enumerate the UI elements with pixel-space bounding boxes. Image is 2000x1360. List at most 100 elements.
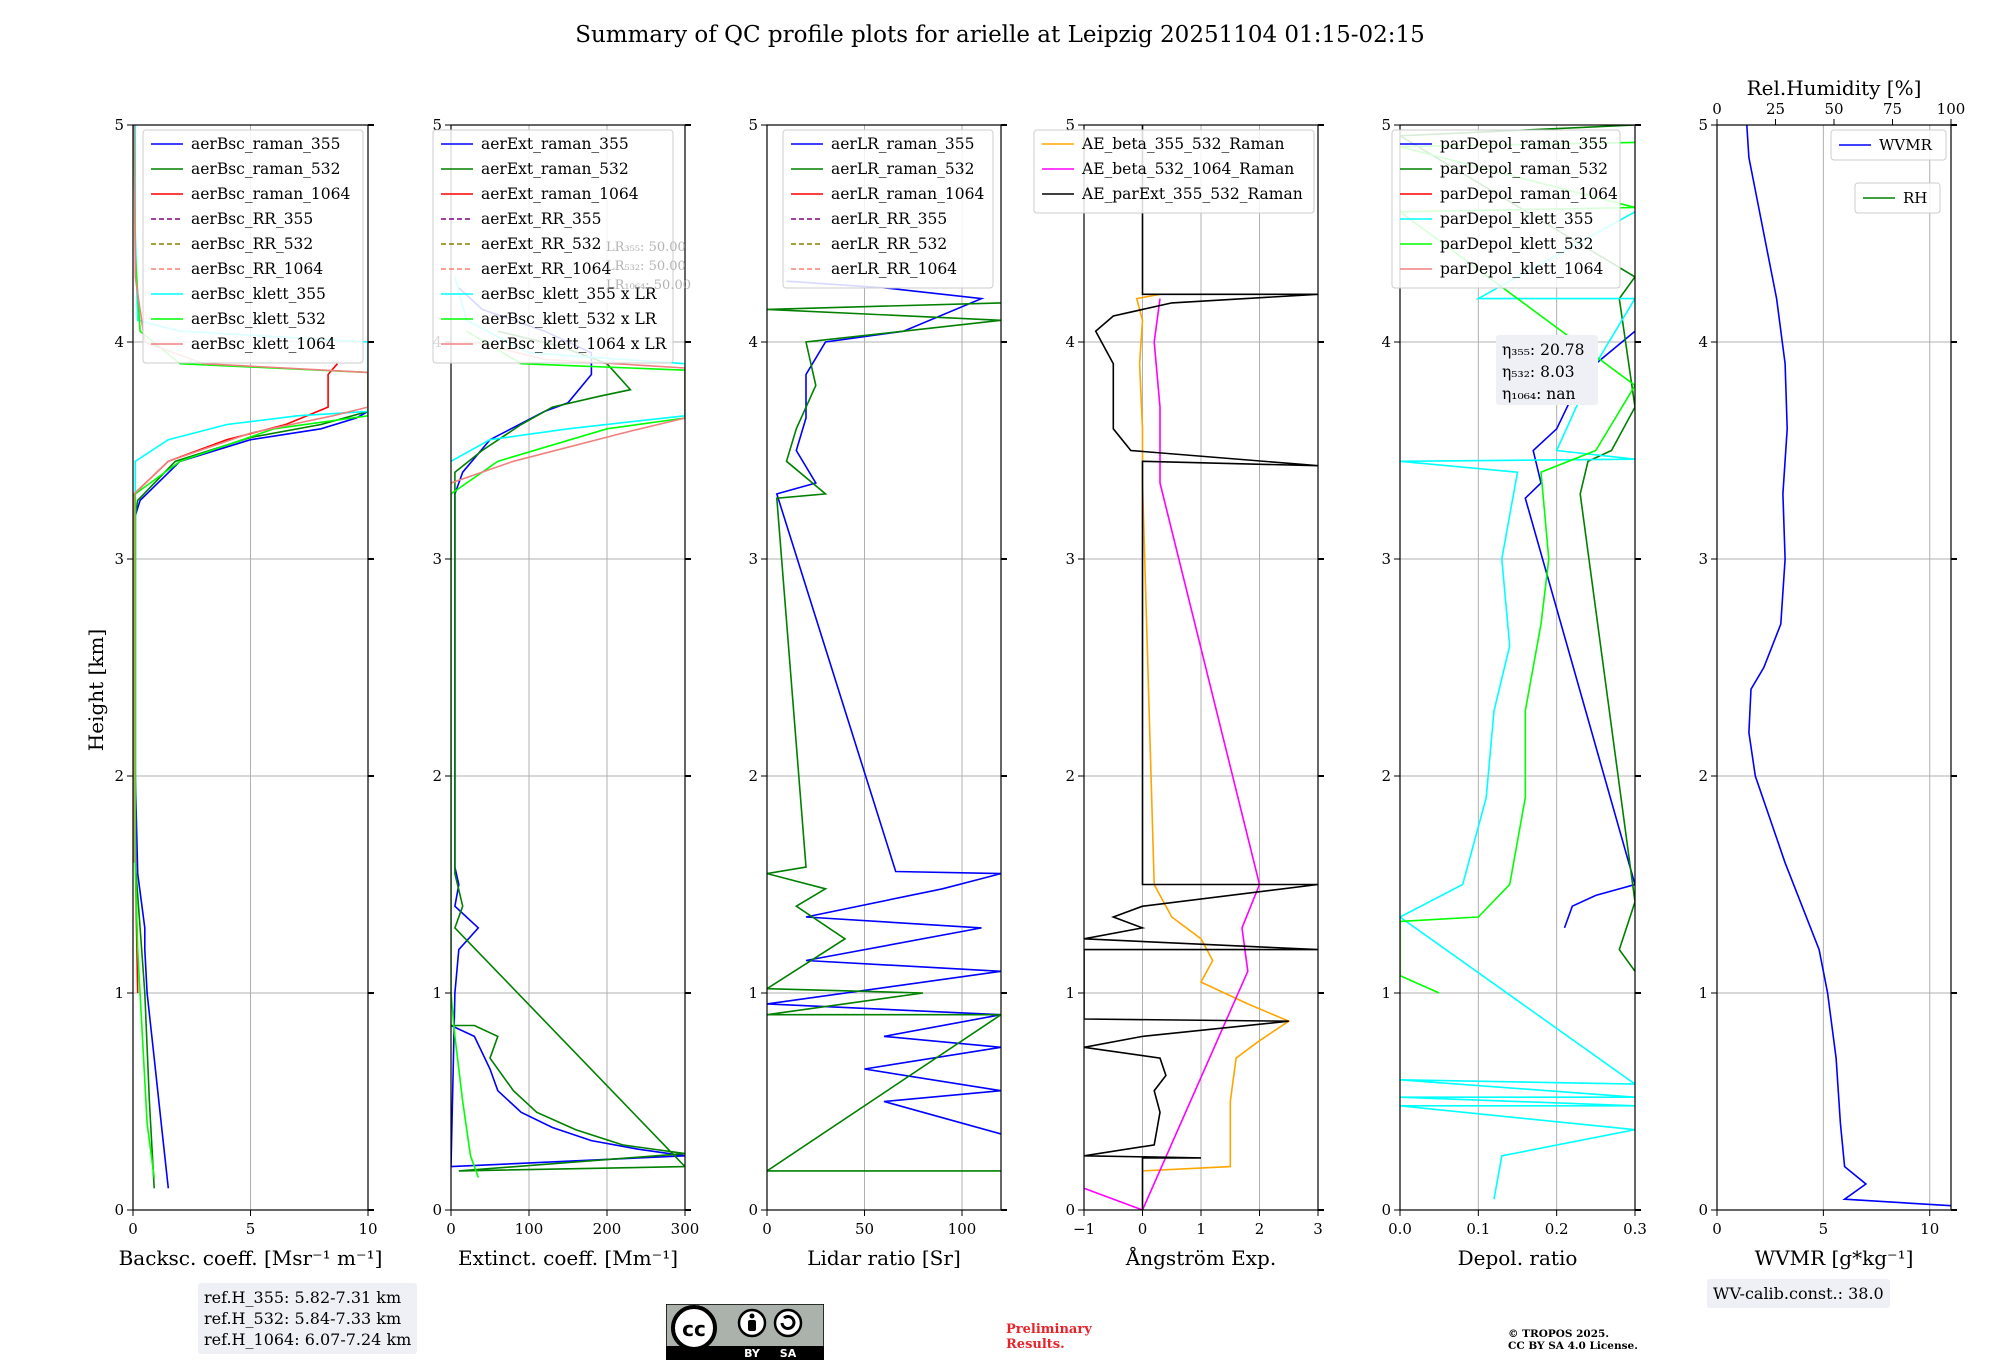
eta-box (1496, 335, 1598, 405)
y-tick-label: 3 (1698, 550, 1708, 568)
legend-entry-label: RH (1903, 189, 1927, 207)
legend-entry-label: aerLR_raman_532 (831, 160, 974, 178)
legend-entry-label: AE_beta_355_532_Raman (1081, 135, 1284, 153)
lidar-ratio-note: LR₃₅₅: 50.00 (606, 240, 686, 255)
legend-wvmr: WVMR (1830, 129, 1947, 161)
legend: aerLR_raman_355 aerLR_raman_532 aerLR_rama… (782, 129, 994, 289)
x-tick-label: 100 (515, 1220, 544, 1238)
y-tick-label: 3 (432, 550, 442, 568)
eta-note: η₁₀₆₄: nan (1502, 385, 1576, 403)
x-tick-label: 0.3 (1623, 1220, 1647, 1238)
x-tick-label: 0.0 (1388, 1220, 1412, 1238)
ref-height-355: ref.H_355: 5.82-7.31 km (204, 1288, 402, 1307)
legend-entry-label: aerLR_raman_355 (831, 135, 974, 153)
legend-entry-label: aerBsc_klett_1064 x LR (481, 335, 668, 353)
x-tick-label: 5 (246, 1220, 256, 1238)
y-tick-label: 3 (1381, 550, 1391, 568)
y-tick-label: 4 (114, 333, 124, 351)
series-line (1524, 330, 1635, 929)
sa-label: SA (780, 1347, 797, 1360)
x-tick-label: 0 (446, 1220, 456, 1238)
legend-entry-label: WVMR (1879, 136, 1933, 154)
legend-entry-label: parDepol_raman_1064 (1440, 185, 1618, 203)
legend-entry-label: AE_beta_532_1064_Raman (1081, 160, 1294, 178)
legend-entry-label: AE_parExt_355_532_Raman (1081, 185, 1303, 203)
legend-frame (142, 129, 364, 364)
y-tick-label: 2 (748, 767, 758, 785)
x-tick-label: 10 (358, 1220, 377, 1238)
x-tick-label: −1 (1073, 1220, 1095, 1238)
y-tick-label: 5 (114, 116, 124, 134)
y-tick-label: 0 (1698, 1201, 1708, 1219)
plot-frame (1399, 124, 1636, 1211)
y-tick-label: 5 (1381, 116, 1391, 134)
x-axis-label: Ångström Exp. (1125, 1245, 1276, 1270)
legend-rh: RH (1854, 182, 1941, 214)
y-axis-label: Height [km] (84, 629, 108, 751)
top-x-tick-label: 50 (1824, 100, 1843, 118)
series-line (1400, 211, 1635, 1200)
legend-entry-label: aerBsc_klett_355 (191, 285, 326, 303)
legend-entry-label: parDepol_raman_532 (1440, 160, 1608, 178)
panel-depolarization: 0 1 2 3 4 5 0.0 0.1 0.2 0.3 Depol. ratio parDepol_r… (1381, 116, 1646, 1270)
y-tick-label: 1 (1698, 984, 1708, 1002)
top-x-tick-label: 25 (1766, 100, 1785, 118)
legend-entry-label: aerLR_RR_355 (831, 210, 947, 228)
legend-entry-label: aerBsc_raman_1064 (191, 185, 351, 203)
legend-frame (1033, 129, 1315, 214)
y-tick-label: 1 (748, 984, 758, 1002)
x-axis-label: WVMR [g*kg⁻¹] (1755, 1246, 1914, 1270)
legend-entry-label: parDepol_klett_355 (1440, 210, 1593, 228)
x-axis-label: Lidar ratio [Sr] (807, 1246, 961, 1270)
legend-entry-label: aerExt_raman_1064 (481, 185, 639, 203)
legend-entry-label: aerBsc_klett_1064 (191, 335, 336, 353)
reference-height-box: ref.H_355: 5.82-7.31 km ref.H_532: 5.84-7… (198, 1283, 418, 1354)
license-line-1: © TROPOS 2025. (1508, 1328, 1610, 1340)
legend: parDepol_raman_355 parDepol_raman_532 parD… (1391, 129, 1621, 289)
y-tick-label: 3 (114, 550, 124, 568)
y-tick-label: 1 (1065, 984, 1075, 1002)
y-tick-label: 3 (748, 550, 758, 568)
legend: AE_beta_355_532_Raman AE_beta_532_1064_Ra… (1033, 129, 1315, 214)
y-tick-label: 1 (1381, 984, 1391, 1002)
legend-entry-label: aerExt_RR_355 (481, 210, 602, 228)
y-tick-label: 0 (114, 1201, 124, 1219)
y-tick-label: 0 (748, 1201, 758, 1219)
series-line (1084, 298, 1261, 1210)
series-group (451, 276, 685, 1178)
legend-frame (782, 129, 994, 289)
x-tick-label: 0 (128, 1220, 138, 1238)
x-tick-label: 0.1 (1466, 1220, 1490, 1238)
series-line (1135, 293, 1291, 1172)
top-x-tick-label: 0 (1712, 100, 1722, 118)
legend-entry-label: aerLR_RR_532 (831, 235, 947, 253)
preliminary-line-1: Preliminary (1006, 1322, 1092, 1337)
y-tick-label: 0 (1381, 1201, 1391, 1219)
lidar-ratio-note: LR₅₃₂: 50.00 (606, 259, 686, 274)
y-tick-label: 2 (432, 767, 442, 785)
x-tick-label: 0 (1712, 1220, 1722, 1238)
legend-frame (1854, 182, 1941, 214)
eta-note: η₃₅₅: 20.78 (1502, 341, 1584, 359)
cc-by-sa-badge: cc BY SA (666, 1304, 824, 1360)
x-tick-label: 2 (1255, 1220, 1265, 1238)
series-line (134, 410, 368, 1189)
legend-entry-label: aerBsc_raman_532 (191, 160, 341, 178)
y-tick-label: 3 (1065, 550, 1075, 568)
figure-title: Summary of QC profile plots for arielle … (575, 22, 1425, 48)
series-group (767, 280, 1001, 1172)
eta-note: η₅₃₂: 8.03 (1502, 363, 1575, 381)
preliminary-line-2: Results. (1006, 1337, 1065, 1352)
series-line (451, 330, 685, 1178)
x-tick-label: 10 (1920, 1220, 1939, 1238)
y-tick-label: 2 (114, 767, 124, 785)
y-tick-label: 5 (1065, 116, 1075, 134)
x-tick-label: 200 (593, 1220, 622, 1238)
legend-entry-label: parDepol_raman_355 (1440, 135, 1608, 153)
x-tick-label: 5 (1819, 1220, 1829, 1238)
ref-height-532: ref.H_532: 5.84-7.33 km (204, 1309, 402, 1328)
legend-entry-label: parDepol_klett_1064 (1440, 260, 1603, 278)
ref-height-1064: ref.H_1064: 6.07-7.24 km (204, 1330, 412, 1349)
